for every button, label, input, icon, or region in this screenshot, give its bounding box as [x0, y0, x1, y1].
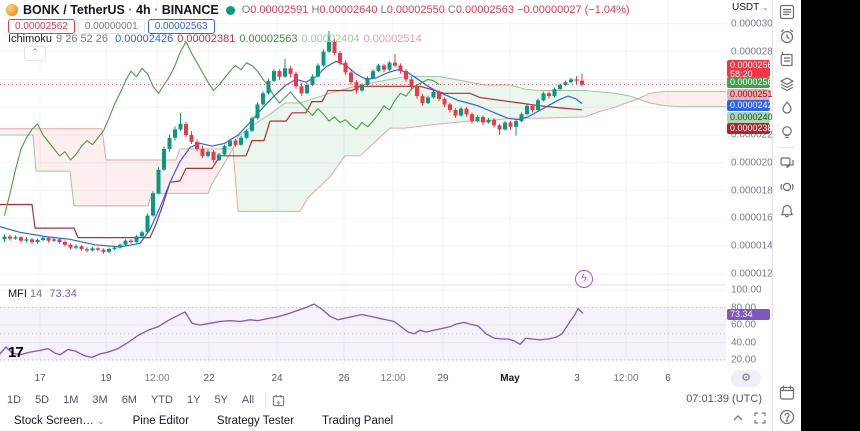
time-tick: 22	[203, 373, 215, 384]
price-tick: 0.00001800	[731, 185, 784, 197]
price-tick: 0.00001200	[731, 268, 784, 280]
range-button-ytd[interactable]: YTD	[150, 394, 173, 406]
range-button-all[interactable]: All	[241, 394, 255, 406]
price-tick: 0.00001400	[731, 240, 784, 252]
range-button-6m[interactable]: 6M	[121, 394, 137, 406]
lead1-tag: 0.00002404	[727, 111, 778, 123]
lagging-span-tag: 0.00002563	[727, 77, 778, 88]
legend-collapse-button[interactable]: ⌃	[24, 46, 46, 61]
time-tick: 17	[34, 373, 46, 384]
price-tick: 40.00	[731, 337, 757, 348]
ichimoku-cloud	[0, 76, 726, 212]
ichimoku-legend[interactable]: Ichimoku 9 26 52 26 0.00002426 0.00002381 0…	[8, 33, 422, 45]
time-tick: 19	[100, 373, 112, 384]
time-tick: 24	[271, 373, 283, 384]
panel-expand-chevron-icon[interactable]	[732, 412, 744, 424]
notifications-bell-icon[interactable]	[773, 199, 801, 223]
symbol-title[interactable]: BONK / TetherUS · 4h · BINANCE	[23, 3, 219, 17]
sell-button[interactable]: 0.00002562	[8, 19, 75, 34]
sidebar-divider	[779, 147, 795, 148]
range-button-5d[interactable]: 5D	[35, 394, 50, 406]
base-line-value: 0.00002381	[177, 33, 236, 45]
range-button-1y[interactable]: 1Y	[186, 394, 201, 406]
current-time-utc[interactable]: 07:01:39 (UTC)	[686, 393, 762, 405]
lagging-span-value: 0.00002563	[239, 33, 298, 45]
market-status-icon[interactable]	[225, 5, 235, 15]
time-axis[interactable]: 17 19 12:00 22 24 26 12:00 29 May 3 12:00 6	[0, 368, 772, 390]
tradingview-logo: 17	[8, 344, 24, 361]
screen-cutoff	[800, 0, 860, 431]
time-tick: 29	[437, 373, 449, 384]
bottom-panel: Stock Screen… ⌄ Pine Editor Strategy Teste…	[0, 410, 772, 431]
range-button-3m[interactable]: 3M	[92, 394, 108, 406]
price-tick: 60.00	[731, 319, 757, 331]
price-chart-canvas[interactable]	[0, 0, 726, 368]
ohlc-values: O0.00002591 H0.00002640 L0.00002550 C0.0…	[241, 4, 630, 16]
calendar-icon[interactable]	[773, 381, 801, 405]
tab-pine-editor[interactable]: Pine Editor	[132, 414, 189, 427]
mfi-value-tag: 73.34	[727, 309, 770, 320]
buy-button[interactable]: 0.00002563	[147, 19, 215, 34]
right-sidebar	[772, 0, 801, 431]
time-tick: 3	[574, 373, 580, 384]
time-tick: 12:00	[144, 373, 170, 384]
go-to-date-icon[interactable]	[272, 394, 285, 407]
axis-settings-gear-icon[interactable]: ⚙	[731, 370, 761, 387]
coin-logo-icon	[6, 4, 18, 16]
conversion-line-value: 0.00002426	[115, 33, 174, 45]
quick-trade-lightning-button[interactable]: ϟ	[575, 270, 593, 288]
lead2-value: 0.00002514	[363, 33, 422, 45]
range-button-1d[interactable]: 1D	[7, 394, 22, 406]
tab-trading-panel[interactable]: Trading Panel	[322, 414, 394, 427]
price-tick: 0.00003000	[731, 18, 784, 30]
spread-value: 0.00000001	[77, 19, 145, 34]
candles	[2, 30, 584, 254]
price-tick: 0.00002000	[731, 157, 784, 169]
toolbar-divider	[265, 394, 267, 406]
lead1-value: 0.00002404	[301, 33, 360, 45]
price-tick: 20.00	[731, 354, 757, 366]
time-tick: 12:00	[613, 373, 639, 384]
time-tick: 6	[665, 373, 671, 384]
mfi-line	[0, 303, 584, 359]
tab-strategy-tester[interactable]: Strategy Tester	[216, 414, 295, 427]
base-line-tag: 0.00002381	[727, 123, 778, 134]
price-tick: 0.00001600	[731, 212, 784, 224]
maximize-panel-icon[interactable]	[754, 412, 766, 424]
watchlist-icon[interactable]	[773, 0, 801, 24]
price-tick: 0.00002800	[731, 46, 784, 58]
price-tick: 80.00	[731, 302, 757, 313]
gridlines	[0, 0, 726, 368]
range-button-1m[interactable]: 1M	[63, 394, 79, 406]
alert-clock-icon[interactable]	[773, 24, 801, 48]
streams-bulb-icon[interactable]	[773, 175, 801, 199]
time-tick: May	[500, 373, 520, 384]
conversion-tag: 0.00002426	[727, 100, 778, 111]
trade-quote-widget: 0.00002562 0.00000001 0.00002563	[8, 19, 215, 34]
help-icon[interactable]	[773, 405, 801, 429]
chat-icon[interactable]	[773, 151, 801, 175]
ideas-bulb-icon[interactable]	[773, 120, 801, 144]
range-button-5y[interactable]: 5Y	[214, 394, 228, 406]
lead2-tag: 0.00002514	[727, 88, 778, 100]
time-tick: 12:00	[380, 373, 406, 384]
axis-currency-selector[interactable]: USDT ⌄	[732, 2, 769, 13]
symbol-legend: BONK / TetherUS · 4h · BINANCE O0.000025…	[6, 3, 630, 17]
date-range-toolbar: 1D 5D 1M 3M 6M YTD 1Y 5Y All 07:01:39 (UTC)	[0, 390, 772, 410]
mfi-legend[interactable]: MFI 14 73.34	[8, 288, 77, 300]
chevron-down-icon: ⌄	[761, 3, 769, 12]
tab-stock-screener[interactable]: Stock Screen… ⌄	[14, 414, 105, 427]
time-tick: 26	[338, 373, 350, 384]
price-tick: 0.00002200	[731, 129, 784, 141]
current-price-tag: 0.00002563 58:20	[727, 60, 778, 79]
news-icon[interactable]	[773, 48, 801, 72]
hotlist-flame-icon[interactable]	[773, 96, 801, 120]
layers-icon[interactable]	[773, 72, 801, 96]
price-tick: 100.00	[731, 284, 762, 296]
price-axis[interactable]: USDT ⌄ 0.00003000 0.00002800 0.00002200 0.0…	[726, 0, 784, 390]
